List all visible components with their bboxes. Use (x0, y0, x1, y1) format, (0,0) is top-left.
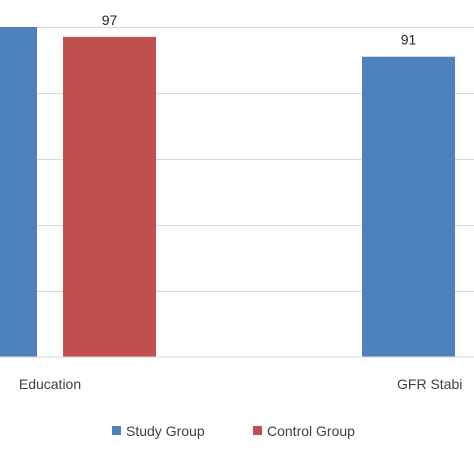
legend-label-study-group: Study Group (126, 423, 205, 439)
legend-swatch-control-group (253, 426, 262, 435)
legend: Study Group Control Group (112, 423, 355, 439)
bars (0, 27, 455, 358)
bar-study-group-1 (362, 56, 455, 357)
legend-swatch-study-group (112, 426, 121, 435)
legend-label-control-group: Control Group (267, 423, 355, 439)
data-label-control-group-0: 97 (102, 12, 118, 28)
x-tick-label-1: GFR Stabi (397, 376, 462, 392)
data-labels: 09791 (102, 12, 417, 48)
x-tick-labels: Education GFR Stabi (19, 376, 463, 392)
x-tick-label-0: Education (19, 376, 81, 392)
data-label-study-group-1: 91 (401, 32, 417, 48)
bar-study-group-0 (0, 27, 37, 357)
bar-control-group-0 (63, 36, 156, 358)
